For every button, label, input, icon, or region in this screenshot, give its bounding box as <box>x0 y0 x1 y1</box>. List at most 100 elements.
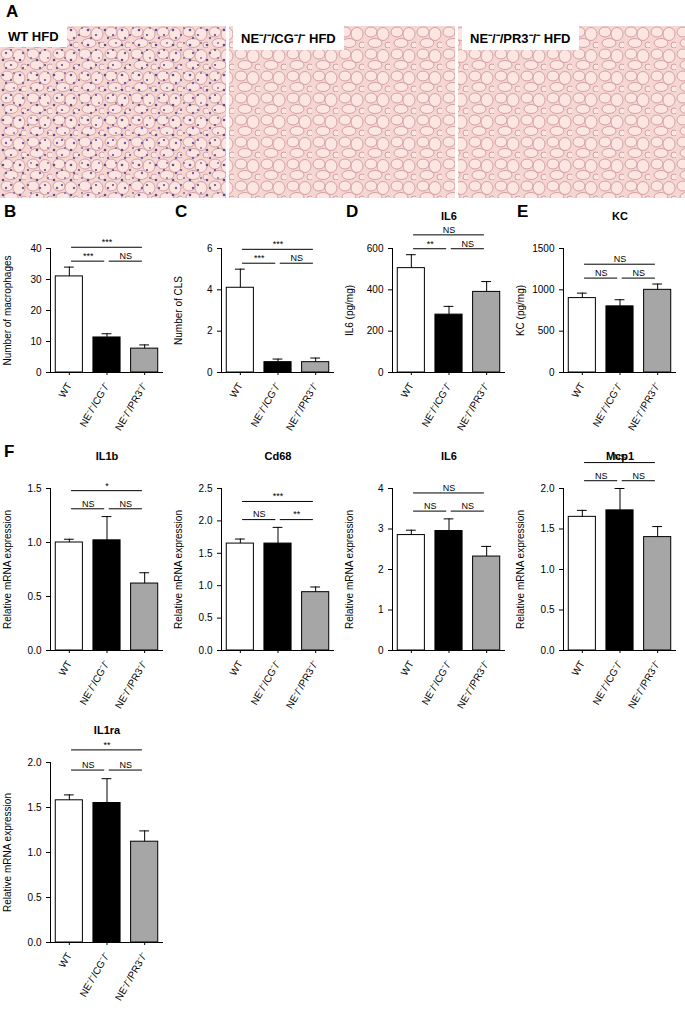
svg-text:IL6: IL6 <box>441 450 457 462</box>
svg-text:0.5: 0.5 <box>199 612 213 623</box>
svg-text:30: 30 <box>30 274 42 285</box>
svg-text:Relative mRNA expression: Relative mRNA expression <box>173 510 184 629</box>
svg-text:1000: 1000 <box>532 284 555 295</box>
svg-text:***: *** <box>273 239 284 249</box>
svg-text:6: 6 <box>207 243 213 254</box>
svg-text:NS: NS <box>82 499 95 509</box>
svg-text:NS: NS <box>462 501 475 511</box>
svg-text:NS: NS <box>633 268 646 278</box>
svg-text:IL6 (pg/mg): IL6 (pg/mg) <box>344 285 355 336</box>
svg-text:WT: WT <box>399 659 416 678</box>
svg-text:Number of CLS: Number of CLS <box>173 276 184 345</box>
svg-text:2: 2 <box>378 564 384 575</box>
svg-text:0.0: 0.0 <box>541 645 555 656</box>
svg-text:NS: NS <box>633 471 646 481</box>
svg-text:1.0: 1.0 <box>199 580 213 591</box>
svg-text:Relative mRNA expression: Relative mRNA expression <box>344 510 355 629</box>
svg-text:0.0: 0.0 <box>199 645 213 656</box>
svg-text:1.5: 1.5 <box>541 523 555 534</box>
svg-text:NS: NS <box>595 268 608 278</box>
svg-text:NS: NS <box>595 471 608 481</box>
svg-text:200: 200 <box>367 325 384 336</box>
svg-text:***: *** <box>254 253 265 263</box>
svg-text:2: 2 <box>207 325 213 336</box>
svg-text:2.0: 2.0 <box>28 757 42 768</box>
svg-text:0.0: 0.0 <box>28 937 42 948</box>
svg-text:NE⁻/⁻/CG⁻/⁻: NE⁻/⁻/CG⁻/⁻ <box>77 950 112 999</box>
svg-text:1.5: 1.5 <box>28 802 42 813</box>
svg-text:WT: WT <box>570 381 587 400</box>
svg-text:NE⁻/⁻/PR3⁻/⁻: NE⁻/⁻/PR3⁻/⁻ <box>113 950 150 1003</box>
svg-text:NE⁻/⁻/PR3⁻/⁻: NE⁻/⁻/PR3⁻/⁻ <box>284 658 321 711</box>
svg-text:NE⁻/⁻/CG⁻/⁻: NE⁻/⁻/CG⁻/⁻ <box>248 658 283 707</box>
svg-text:NS: NS <box>120 499 133 509</box>
svg-text:NE⁻/⁻/PR3⁻/⁻: NE⁻/⁻/PR3⁻/⁻ <box>626 658 663 711</box>
svg-text:NE⁻/⁻/PR3⁻/⁻: NE⁻/⁻/PR3⁻/⁻ <box>113 658 150 711</box>
svg-text:*: * <box>105 481 109 491</box>
svg-text:Number of macrophages: Number of macrophages <box>2 255 13 365</box>
svg-text:0.5: 0.5 <box>28 591 42 602</box>
svg-text:NE⁻/⁻/PR3⁻/⁻: NE⁻/⁻/PR3⁻/⁻ <box>113 380 150 433</box>
svg-text:NS: NS <box>443 483 456 493</box>
svg-text:NE⁻/⁻/PR3⁻/⁻: NE⁻/⁻/PR3⁻/⁻ <box>284 380 321 433</box>
svg-text:NE⁻/⁻/CG⁻/⁻: NE⁻/⁻/CG⁻/⁻ <box>590 380 625 429</box>
svg-text:1.0: 1.0 <box>28 537 42 548</box>
svg-text:1.5: 1.5 <box>28 483 42 494</box>
svg-text:IL6: IL6 <box>441 210 457 222</box>
svg-text:4: 4 <box>378 483 384 494</box>
svg-text:Cd68: Cd68 <box>265 450 292 462</box>
svg-text:0.0: 0.0 <box>28 645 42 656</box>
svg-text:NS: NS <box>253 509 266 519</box>
svg-text:NE⁻/⁻/PR3⁻/⁻: NE⁻/⁻/PR3⁻/⁻ <box>626 380 663 433</box>
svg-text:NS: NS <box>291 253 304 263</box>
svg-text:40: 40 <box>30 243 42 254</box>
svg-text:NS: NS <box>120 251 133 261</box>
svg-text:1.0: 1.0 <box>541 564 555 575</box>
svg-text:NS: NS <box>120 760 133 770</box>
svg-text:**: ** <box>427 239 435 249</box>
svg-text:0: 0 <box>378 367 384 378</box>
svg-text:NE⁻/⁻/CG⁻/⁻: NE⁻/⁻/CG⁻/⁻ <box>590 658 625 707</box>
svg-text:NS: NS <box>424 501 437 511</box>
svg-text:WT: WT <box>57 381 74 400</box>
svg-text:2.0: 2.0 <box>541 483 555 494</box>
svg-text:IL1ra: IL1ra <box>94 724 121 736</box>
svg-text:1500: 1500 <box>532 243 555 254</box>
svg-text:NE⁻/⁻/PR3⁻/⁻: NE⁻/⁻/PR3⁻/⁻ <box>455 380 492 433</box>
svg-text:NE⁻/⁻/CG⁻/⁻: NE⁻/⁻/CG⁻/⁻ <box>248 380 283 429</box>
svg-text:1.5: 1.5 <box>199 548 213 559</box>
svg-text:**: ** <box>103 740 111 750</box>
svg-text:NE⁻/⁻/CG⁻/⁻: NE⁻/⁻/CG⁻/⁻ <box>419 658 454 707</box>
svg-text:2.0: 2.0 <box>199 515 213 526</box>
svg-text:***: *** <box>273 491 284 501</box>
svg-text:KC: KC <box>612 210 628 222</box>
svg-text:Relative mRNA expression: Relative mRNA expression <box>2 793 13 912</box>
svg-text:0: 0 <box>378 645 384 656</box>
svg-text:WT: WT <box>57 659 74 678</box>
svg-text:0: 0 <box>549 367 555 378</box>
svg-text:10: 10 <box>30 336 42 347</box>
svg-text:WT: WT <box>228 659 245 678</box>
svg-text:NE⁻/⁻/CG⁻/⁻: NE⁻/⁻/CG⁻/⁻ <box>419 380 454 429</box>
svg-text:NS: NS <box>462 239 475 249</box>
svg-text:***: *** <box>83 251 94 261</box>
svg-text:Mcp1: Mcp1 <box>606 450 634 462</box>
svg-text:KC (pg/mg): KC (pg/mg) <box>515 285 526 336</box>
svg-text:0: 0 <box>207 367 213 378</box>
svg-text:1.0: 1.0 <box>28 847 42 858</box>
svg-text:3: 3 <box>378 523 384 534</box>
svg-text:0.5: 0.5 <box>541 604 555 615</box>
svg-text:1: 1 <box>378 604 384 615</box>
svg-text:WT: WT <box>228 381 245 400</box>
svg-text:IL1b: IL1b <box>96 450 119 462</box>
svg-text:20: 20 <box>30 305 42 316</box>
svg-text:NE⁻/⁻/CG⁻/⁻: NE⁻/⁻/CG⁻/⁻ <box>77 380 112 429</box>
svg-text:Relative mRNA expression: Relative mRNA expression <box>515 510 526 629</box>
svg-text:400: 400 <box>367 284 384 295</box>
svg-text:0: 0 <box>36 367 42 378</box>
svg-text:2.5: 2.5 <box>199 483 213 494</box>
svg-text:NS: NS <box>614 254 627 264</box>
svg-text:***: *** <box>102 237 113 247</box>
svg-text:WT: WT <box>399 381 416 400</box>
svg-text:WT: WT <box>57 951 74 970</box>
